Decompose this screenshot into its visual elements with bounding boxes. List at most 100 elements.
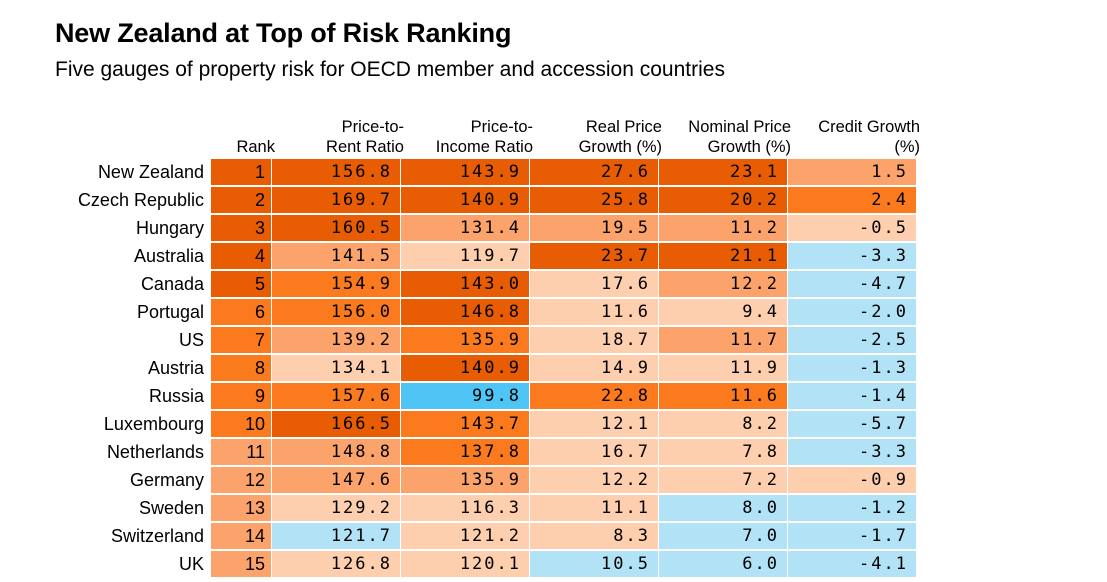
- value-cell-credit-growth: -2.5: [788, 327, 916, 353]
- chart-title: New Zealand at Top of Risk Ranking: [55, 18, 512, 48]
- value-cell-nominal-price-growth: 21.1: [659, 243, 787, 269]
- value-cell-nominal-price-growth: 23.1: [659, 159, 787, 185]
- rank-cell: 12: [211, 467, 271, 493]
- value-cell-price-to-rent: 157.6: [272, 383, 400, 409]
- country-label: Switzerland: [110, 526, 204, 546]
- value-cell-real-price-growth: 11.1: [530, 495, 658, 521]
- value-cell-real-price-growth: 12.1: [530, 411, 658, 437]
- country-label: UK: [178, 554, 204, 574]
- value-cell-price-to-income: 99.8: [401, 383, 529, 409]
- rank-cell: 14: [211, 523, 271, 549]
- rank-cell: 5: [211, 271, 271, 297]
- column-header-line: Nominal Price: [688, 118, 791, 136]
- column-header-line: Real Price: [585, 118, 662, 136]
- value-cell-nominal-price-growth: 9.4: [659, 299, 787, 325]
- country-label: Portugal: [136, 302, 204, 322]
- country-label: Netherlands: [106, 442, 204, 462]
- value-cell-price-to-rent: 139.2: [272, 327, 400, 353]
- value-cell-price-to-income: 135.9: [401, 327, 529, 353]
- column-header-price-to-income: Price-to- Income Ratio: [436, 117, 533, 157]
- value-cell-nominal-price-growth: 7.0: [659, 523, 787, 549]
- value-cell-credit-growth: -3.3: [788, 243, 916, 269]
- value-cell-real-price-growth: 22.8: [530, 383, 658, 409]
- rank-cell: 8: [211, 355, 271, 381]
- value-cell-real-price-growth: 18.7: [530, 327, 658, 353]
- value-cell-price-to-income: 116.3: [401, 495, 529, 521]
- value-cell-price-to-income: 143.0: [401, 271, 529, 297]
- value-cell-credit-growth: -4.7: [788, 271, 916, 297]
- rank-cell: 11: [211, 439, 271, 465]
- value-cell-nominal-price-growth: 11.2: [659, 215, 787, 241]
- value-cell-nominal-price-growth: 20.2: [659, 187, 787, 213]
- country-label: New Zealand: [97, 162, 204, 182]
- rank-cell: 6: [211, 299, 271, 325]
- column-header-line: Rank: [236, 138, 275, 156]
- value-cell-price-to-income: 143.9: [401, 159, 529, 185]
- value-cell-price-to-rent: 156.0: [272, 299, 400, 325]
- value-cell-real-price-growth: 8.3: [530, 523, 658, 549]
- value-cell-real-price-growth: 17.6: [530, 271, 658, 297]
- column-header-line: (%): [894, 138, 920, 156]
- value-cell-nominal-price-growth: 12.2: [659, 271, 787, 297]
- value-cell-price-to-rent: 148.8: [272, 439, 400, 465]
- value-cell-real-price-growth: 11.6: [530, 299, 658, 325]
- value-cell-price-to-rent: 166.5: [272, 411, 400, 437]
- country-label: US: [178, 330, 204, 350]
- rank-cell: 15: [211, 551, 271, 577]
- value-cell-price-to-rent: 169.7: [272, 187, 400, 213]
- country-label: Austria: [147, 358, 204, 378]
- value-cell-real-price-growth: 27.6: [530, 159, 658, 185]
- value-cell-nominal-price-growth: 11.9: [659, 355, 787, 381]
- value-cell-price-to-rent: 126.8: [272, 551, 400, 577]
- country-label: Czech Republic: [77, 190, 204, 210]
- chart-subtitle: Five gauges of property risk for OECD me…: [55, 58, 725, 81]
- value-cell-price-to-income: 135.9: [401, 467, 529, 493]
- value-cell-credit-growth: -5.7: [788, 411, 916, 437]
- value-cell-price-to-income: 140.9: [401, 187, 529, 213]
- rank-cell: 4: [211, 243, 271, 269]
- value-cell-nominal-price-growth: 8.0: [659, 495, 787, 521]
- value-cell-credit-growth: -2.0: [788, 299, 916, 325]
- value-cell-real-price-growth: 12.2: [530, 467, 658, 493]
- value-cell-real-price-growth: 19.5: [530, 215, 658, 241]
- rank-cell: 9: [211, 383, 271, 409]
- country-label: Canada: [140, 274, 204, 294]
- column-header-credit-growth: Credit Growth (%): [818, 117, 920, 157]
- value-cell-price-to-rent: 147.6: [272, 467, 400, 493]
- value-cell-price-to-income: 119.7: [401, 243, 529, 269]
- column-header-real-price-growth: Real Price Growth (%): [579, 117, 662, 157]
- value-cell-nominal-price-growth: 6.0: [659, 551, 787, 577]
- column-header-line: Income Ratio: [435, 138, 533, 156]
- rank-cell: 1: [211, 159, 271, 185]
- country-label: Luxembourg: [103, 414, 204, 434]
- value-cell-price-to-rent: 160.5: [272, 215, 400, 241]
- value-cell-nominal-price-growth: 7.8: [659, 439, 787, 465]
- value-cell-real-price-growth: 23.7: [530, 243, 658, 269]
- rank-cell: 13: [211, 495, 271, 521]
- value-cell-price-to-rent: 129.2: [272, 495, 400, 521]
- value-cell-credit-growth: -4.1: [788, 551, 916, 577]
- value-cell-price-to-income: 131.4: [401, 215, 529, 241]
- value-cell-price-to-rent: 156.8: [272, 159, 400, 185]
- column-header-line: Price-to-: [341, 118, 404, 136]
- column-header-line: Credit Growth: [818, 118, 920, 136]
- value-cell-price-to-rent: 134.1: [272, 355, 400, 381]
- column-header-rank: Rank: [236, 137, 275, 157]
- value-cell-price-to-income: 121.2: [401, 523, 529, 549]
- value-cell-credit-growth: 1.5: [788, 159, 916, 185]
- column-header-line: Growth (%): [707, 138, 791, 156]
- value-cell-real-price-growth: 25.8: [530, 187, 658, 213]
- value-cell-credit-growth: 2.4: [788, 187, 916, 213]
- value-cell-real-price-growth: 10.5: [530, 551, 658, 577]
- value-cell-price-to-income: 146.8: [401, 299, 529, 325]
- value-cell-price-to-income: 143.7: [401, 411, 529, 437]
- value-cell-price-to-income: 120.1: [401, 551, 529, 577]
- value-cell-nominal-price-growth: 8.2: [659, 411, 787, 437]
- column-header-price-to-rent: Price-to- Rent Ratio: [326, 117, 404, 157]
- country-label: Australia: [133, 246, 204, 266]
- rank-cell: 2: [211, 187, 271, 213]
- country-label: Russia: [148, 386, 204, 406]
- country-label: Hungary: [135, 218, 204, 238]
- value-cell-credit-growth: -1.2: [788, 495, 916, 521]
- column-header-line: Rent Ratio: [326, 138, 404, 156]
